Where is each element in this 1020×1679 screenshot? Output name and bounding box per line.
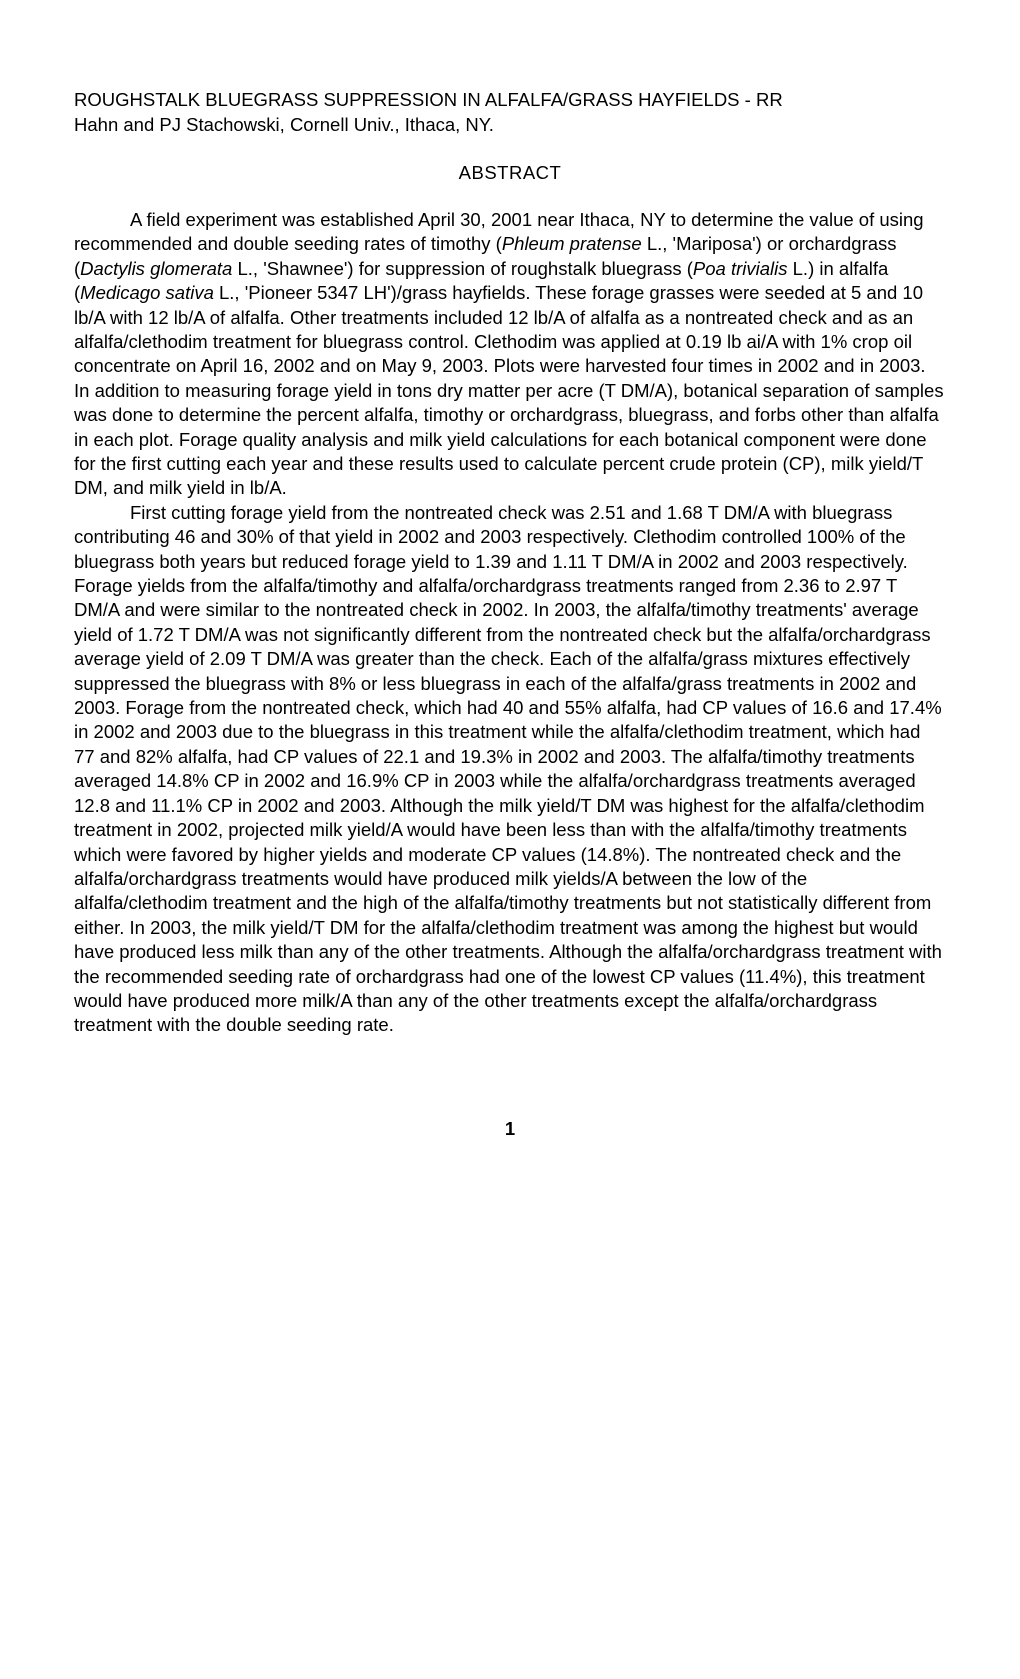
abstract-heading: ABSTRACT: [74, 162, 946, 184]
document-page: ROUGHSTALK BLUEGRASS SUPPRESSION IN ALFA…: [0, 0, 1020, 1290]
abstract-paragraph-1: A field experiment was established April…: [74, 208, 946, 501]
para1-text-i: L., 'Pioneer 5347 LH')/grass hayfields. …: [74, 282, 944, 498]
species-dactylis: Dactylis glomerata: [80, 258, 232, 279]
species-medicago: Medicago sativa: [80, 282, 214, 303]
species-poa: Poa trivialis: [693, 258, 788, 279]
page-number: 1: [74, 1118, 946, 1140]
title-line-1: ROUGHSTALK BLUEGRASS SUPPRESSION IN ALFA…: [74, 89, 783, 110]
abstract-paragraph-2: First cutting forage yield from the nont…: [74, 501, 946, 1038]
species-phleum: Phleum pratense: [502, 233, 642, 254]
para1-text-e: L., 'Shawnee') for suppression of roughs…: [232, 258, 693, 279]
title-line-2: Hahn and PJ Stachowski, Cornell Univ., I…: [74, 114, 494, 135]
document-title: ROUGHSTALK BLUEGRASS SUPPRESSION IN ALFA…: [74, 88, 946, 138]
